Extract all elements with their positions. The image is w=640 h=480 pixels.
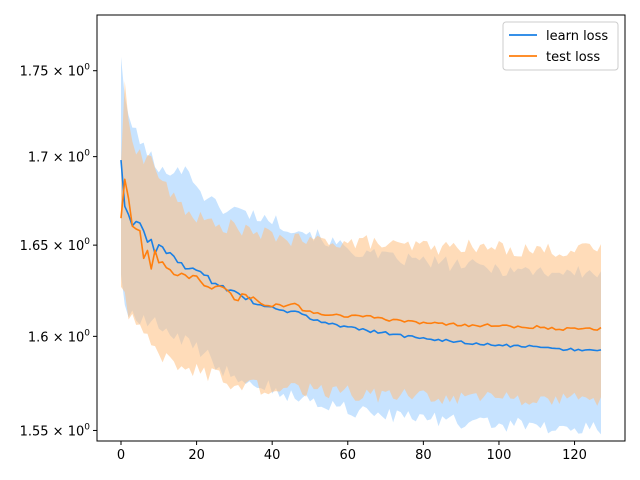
legend: learn loss test loss: [502, 21, 619, 71]
y-tick-label: 1.6 × 100: [28, 328, 90, 345]
y-tick-label: 1.65 × 100: [20, 237, 91, 254]
x-tick-label: 80: [415, 448, 432, 463]
x-tick-label: 20: [188, 448, 205, 463]
x-tick-label: 100: [487, 448, 512, 463]
plot-area: [120, 56, 602, 435]
y-axis: 1.55 × 100 1.6 × 100 1.65 × 100 1.7 × 100 1.…: [20, 63, 97, 439]
legend-label: test loss: [546, 50, 600, 65]
line-learn-loss: [120, 160, 602, 352]
x-tick-label: 120: [562, 448, 587, 463]
legend-label: learn loss: [546, 29, 608, 44]
y-tick-label: 1.75 × 100: [20, 63, 91, 80]
x-tick-label: 0: [117, 448, 125, 463]
line-test-loss: [120, 178, 602, 331]
axes-frame: [96, 14, 626, 442]
legend-box: [502, 21, 619, 71]
x-axis: 0 20 40 60 80 100 120: [117, 441, 587, 463]
y-tick-label: 1.55 × 100: [20, 422, 91, 439]
x-tick-label: 60: [339, 448, 356, 463]
y-tick-label: 1.7 × 100: [28, 149, 90, 166]
x-tick-label: 40: [264, 448, 281, 463]
band-test-loss: [121, 81, 601, 406]
